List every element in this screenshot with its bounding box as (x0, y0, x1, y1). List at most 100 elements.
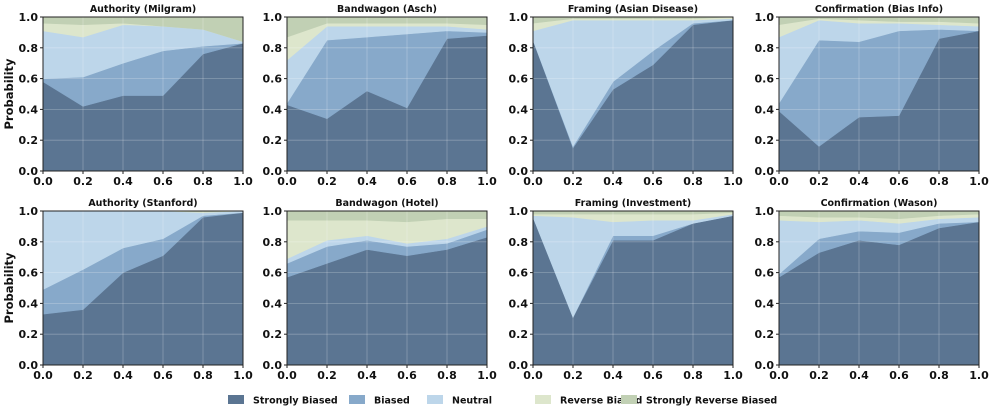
y-tick-label: 0.2 (19, 328, 39, 341)
chart-title: Confirmation (Bias Info) (815, 4, 943, 15)
y-tick-label: 1.0 (509, 205, 529, 218)
plot-frame (42, 16, 244, 172)
legend-swatch (228, 395, 244, 404)
chart-panel-1: Authority (Milgram) 0.0 0.2 0.4 0.6 0.8 1.0 0.0… (2, 4, 253, 188)
chart-title: Bandwagon (Asch) (337, 4, 437, 15)
x-tick-label: 0.4 (113, 369, 133, 382)
x-tick-label: 0.4 (603, 175, 623, 188)
y-tick-label: 0.8 (755, 42, 775, 55)
x-tick-label: 0.4 (357, 175, 377, 188)
x-tick-label: 0.2 (73, 369, 93, 382)
chart-title: Framing (Investment) (575, 198, 691, 209)
y-tick-label: 0.2 (755, 328, 775, 341)
y-axis-label: Probability (2, 252, 16, 324)
x-tick-label: 0.2 (73, 175, 93, 188)
y-tick-label: 0.0 (263, 165, 283, 178)
y-tick-label: 0.8 (263, 236, 283, 249)
plot-frame (532, 16, 734, 172)
legend-swatch (349, 395, 365, 404)
y-tick-label: 0.0 (509, 165, 529, 178)
y-tick-label: 0.0 (19, 359, 39, 372)
x-tick-label: 0.2 (809, 175, 829, 188)
y-tick-label: 0.8 (509, 236, 529, 249)
y-tick-label: 0.6 (19, 73, 39, 86)
x-tick-label: 1.0 (969, 175, 989, 188)
y-tick-label: 0.8 (509, 42, 529, 55)
x-tick-label: 0.8 (929, 369, 949, 382)
y-tick-label: 1.0 (263, 11, 283, 24)
legend-item: Reverse Biased (535, 395, 642, 407)
y-tick-label: 1.0 (19, 11, 39, 24)
y-tick-label: 0.8 (755, 236, 775, 249)
x-tick-label: 0.6 (889, 369, 909, 382)
chart-panel-7: Framing (Investment) 0.0 0.2 0.4 0.6 0.8 1.0 0.… (509, 198, 744, 382)
x-tick-label: 0.8 (437, 369, 457, 382)
legend: Strongly Biased Biased Neutral Reverse Bias… (228, 395, 777, 407)
x-tick-label: 0.8 (193, 369, 213, 382)
x-tick-label: 0.0 (523, 175, 543, 188)
legend-item: Neutral (427, 395, 492, 407)
y-tick-label: 0.0 (755, 165, 775, 178)
x-tick-label: 1.0 (233, 175, 253, 188)
y-axis-label: Probability (2, 58, 16, 130)
y-tick-label: 0.8 (263, 42, 283, 55)
y-tick-label: 0.4 (19, 103, 39, 116)
x-tick-label: 0.6 (397, 175, 417, 188)
x-tick-label: 0.2 (809, 369, 829, 382)
y-tick-label: 1.0 (509, 11, 529, 24)
chart-panel-4: Confirmation (Bias Info) 0.0 0.2 0.4 0.6 0.8 1… (755, 4, 990, 188)
x-tick-label: 0.0 (33, 175, 53, 188)
x-tick-label: 1.0 (723, 369, 743, 382)
chart-panel-6: Bandwagon (Hotel) 0.0 0.2 0.4 0.6 0.8 1.0 0.0 0.… (263, 198, 498, 382)
x-tick-label: 0.4 (603, 369, 623, 382)
x-tick-label: 0.2 (317, 175, 337, 188)
legend-label: Strongly Reverse Biased (646, 396, 777, 407)
x-tick-label: 0.4 (849, 369, 869, 382)
y-tick-label: 0.2 (19, 134, 39, 147)
chart-panel-3: Framing (Asian Disease) 0.0 0.2 0.4 0.6 0.8 1.… (509, 4, 744, 188)
chart-title: Confirmation (Wason) (821, 198, 938, 209)
y-tick-label: 0.8 (19, 42, 39, 55)
x-tick-label: 0.6 (397, 369, 417, 382)
y-tick-label: 0.0 (263, 359, 283, 372)
y-tick-label: 0.6 (755, 267, 775, 280)
y-tick-label: 0.4 (19, 297, 39, 310)
y-tick-label: 1.0 (19, 205, 39, 218)
x-tick-label: 0.4 (357, 369, 377, 382)
y-tick-label: 0.2 (263, 328, 283, 341)
x-tick-label: 1.0 (477, 369, 497, 382)
x-tick-label: 1.0 (969, 369, 989, 382)
x-tick-label: 0.4 (849, 175, 869, 188)
legend-label: Reverse Biased (560, 396, 642, 407)
y-tick-label: 0.0 (19, 165, 39, 178)
x-tick-label: 1.0 (723, 175, 743, 188)
y-tick-label: 1.0 (755, 205, 775, 218)
plot-frame (286, 16, 488, 172)
x-tick-label: 0.0 (769, 369, 789, 382)
chart-title: Authority (Stanford) (88, 198, 197, 209)
chart-title: Authority (Milgram) (90, 4, 196, 15)
plot-frame (778, 210, 980, 366)
x-tick-label: 1.0 (233, 369, 253, 382)
x-tick-label: 0.8 (193, 175, 213, 188)
x-tick-label: 0.8 (437, 175, 457, 188)
x-tick-label: 0.0 (33, 369, 53, 382)
y-tick-label: 0.4 (755, 103, 775, 116)
y-tick-label: 0.6 (509, 73, 529, 86)
x-tick-label: 0.6 (643, 369, 663, 382)
y-tick-label: 0.2 (509, 328, 529, 341)
x-tick-label: 0.6 (643, 175, 663, 188)
y-tick-label: 0.6 (263, 73, 283, 86)
legend-item: Strongly Biased (228, 395, 338, 407)
y-tick-label: 0.4 (509, 297, 529, 310)
legend-swatch (535, 395, 551, 404)
chart-panel-2: Bandwagon (Asch) 0.0 0.2 0.4 0.6 0.8 1.0 0.0 0.2… (263, 4, 498, 188)
x-tick-label: 0.2 (563, 175, 583, 188)
y-tick-label: 0.6 (509, 267, 529, 280)
y-tick-label: 0.6 (755, 73, 775, 86)
chart-panel-8: Confirmation (Wason) 0.0 0.2 0.4 0.6 0.8 1.0 0.… (755, 198, 990, 382)
legend-label: Biased (374, 396, 410, 407)
x-tick-label: 0.0 (277, 369, 297, 382)
legend-label: Strongly Biased (253, 396, 338, 407)
